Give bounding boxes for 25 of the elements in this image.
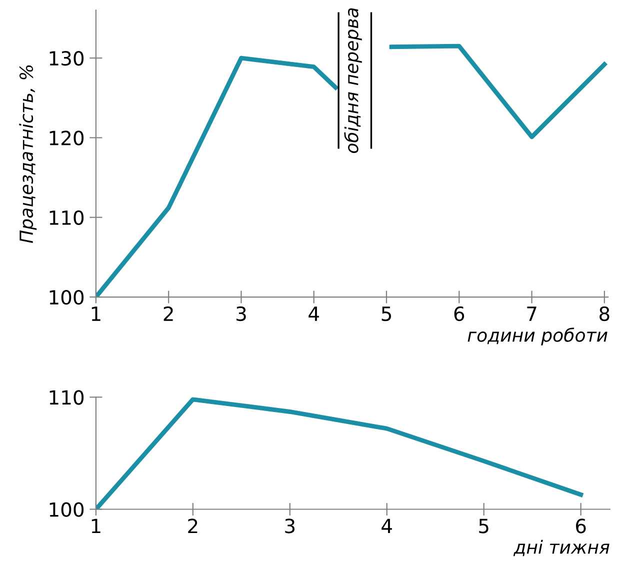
x-tick-label: 1 — [92, 518, 100, 534]
x-tick-label: 3 — [285, 518, 295, 534]
y-tick-label: 130 — [50, 50, 84, 66]
y-tick-label: 110 — [50, 390, 84, 405]
x-tick-label: 4 — [308, 306, 319, 321]
y-tick-label: 100 — [50, 502, 84, 517]
x-tick-label: 3 — [236, 306, 246, 322]
y-tick-label: 120 — [50, 130, 84, 146]
x-tick-label: 7 — [527, 306, 536, 321]
y-tick-label: 100 — [50, 290, 84, 305]
x-tick-label: 2 — [164, 306, 173, 321]
y-tick-label: 110 — [50, 210, 84, 226]
y-axis-title: Працездатність, % — [19, 65, 37, 243]
ref-line-label: обідня перерва — [344, 8, 362, 154]
x-tick-label: 4 — [382, 518, 392, 534]
x-tick-label: 6 — [454, 306, 464, 322]
x-tick-label: 5 — [382, 306, 391, 322]
x-axis-title: години роботи — [468, 328, 608, 346]
x-tick-label: 2 — [188, 518, 198, 534]
line-series — [96, 397, 584, 510]
x-tick-label: 8 — [600, 306, 610, 322]
x-axis-title: дні тижня — [513, 540, 610, 556]
x-tick-label: 1 — [92, 306, 100, 321]
x-tick-label: 6 — [576, 518, 586, 534]
x-tick-label: 5 — [479, 518, 488, 534]
